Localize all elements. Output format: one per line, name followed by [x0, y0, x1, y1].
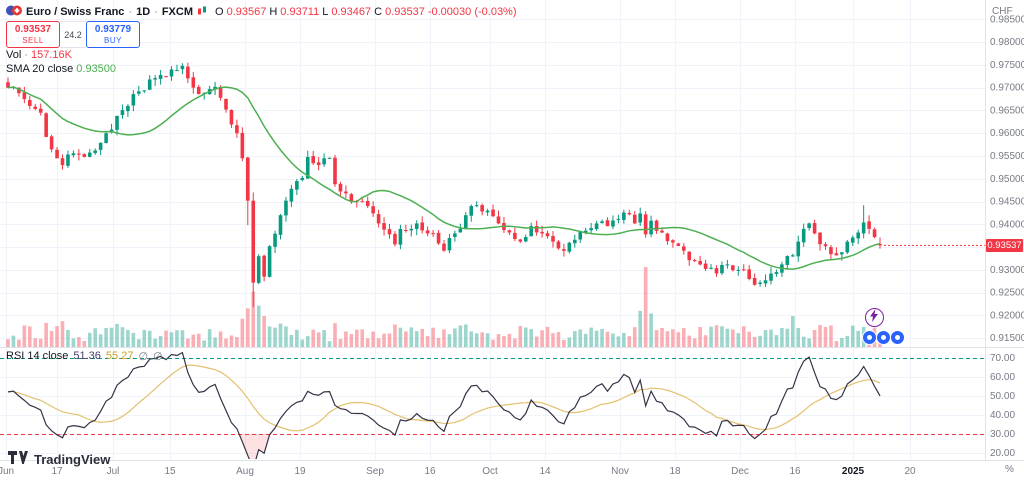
separator-dot: ·	[154, 6, 158, 18]
currency-axis-label[interactable]: CHF	[992, 6, 1013, 17]
rsi-ma-value: 55.27	[105, 350, 134, 362]
volume-legend[interactable]: Vol · 157.16K	[6, 49, 72, 61]
exchange-label[interactable]: FXCM	[161, 6, 193, 18]
separator-dot: ·	[128, 6, 133, 18]
high-label: H	[269, 6, 278, 18]
lightning-icon	[870, 308, 879, 327]
tradingview-logo[interactable]: TradingView	[8, 451, 110, 467]
separator-dot: ·	[24, 49, 28, 61]
quick-action-button-3[interactable]	[890, 330, 905, 345]
low-value: 0.93467	[331, 6, 372, 18]
quick-action-button-2[interactable]	[876, 330, 891, 345]
sell-label: SELL	[22, 35, 44, 45]
tradingview-logo-icon	[8, 451, 29, 467]
rsi-upper-band-value: ∅	[138, 351, 149, 363]
buy-button[interactable]: 0.93779 BUY	[86, 21, 140, 48]
symbol-title[interactable]: Euro / Swiss Franc	[26, 6, 125, 18]
change-value: -0.00030 (-0.03%)	[427, 6, 517, 18]
sell-button[interactable]: 0.93537 SELL	[6, 21, 60, 48]
rsi-legend[interactable]: RSI 14 close 51.36 55.27 ∅ ∅	[6, 350, 163, 363]
instant-order-button[interactable]	[865, 308, 884, 327]
rsi-label: RSI 14 close	[6, 350, 69, 362]
close-label: C	[374, 6, 383, 18]
quick-action-button-1[interactable]	[862, 330, 877, 345]
currency-pair-icon	[6, 5, 22, 19]
open-value: 0.93567	[226, 6, 267, 18]
sma-value: 0.93500	[76, 63, 117, 75]
rsi-lower-band-value: ∅	[153, 351, 163, 363]
buy-price: 0.93779	[94, 24, 132, 36]
ohlc-readout: O 0.93567 H 0.93711 L 0.93467 C 0.93537 …	[215, 6, 517, 18]
current-price-chip: 0.93537	[986, 239, 1023, 252]
close-value: 0.93537	[385, 6, 425, 18]
low-label: L	[322, 6, 329, 18]
tradingview-logo-text: TradingView	[34, 451, 111, 467]
sell-price: 0.93537	[14, 24, 52, 36]
buy-label: BUY	[104, 35, 122, 45]
rsi-value: 51.36	[73, 350, 101, 362]
candles-data-icon	[197, 6, 208, 18]
sma-legend[interactable]: SMA 20 close 0.93500	[6, 63, 116, 75]
symbol-legend[interactable]: Euro / Swiss Franc · 1D · FXCM O 0.93567…	[6, 5, 517, 19]
high-value: 0.93711	[280, 6, 320, 18]
sma-label: SMA 20 close	[6, 63, 74, 75]
spread-value: 24.2	[60, 21, 86, 48]
interval-selector[interactable]: 1D	[136, 6, 151, 18]
open-label: O	[215, 6, 224, 18]
trade-widget: 0.93537 SELL 24.2 0.93779 BUY	[6, 21, 140, 48]
quick-action-cluster	[862, 330, 905, 345]
percent-scale-toggle[interactable]: %	[1005, 464, 1014, 475]
volume-label: Vol	[6, 49, 22, 61]
volume-value: 157.16K	[30, 49, 72, 61]
